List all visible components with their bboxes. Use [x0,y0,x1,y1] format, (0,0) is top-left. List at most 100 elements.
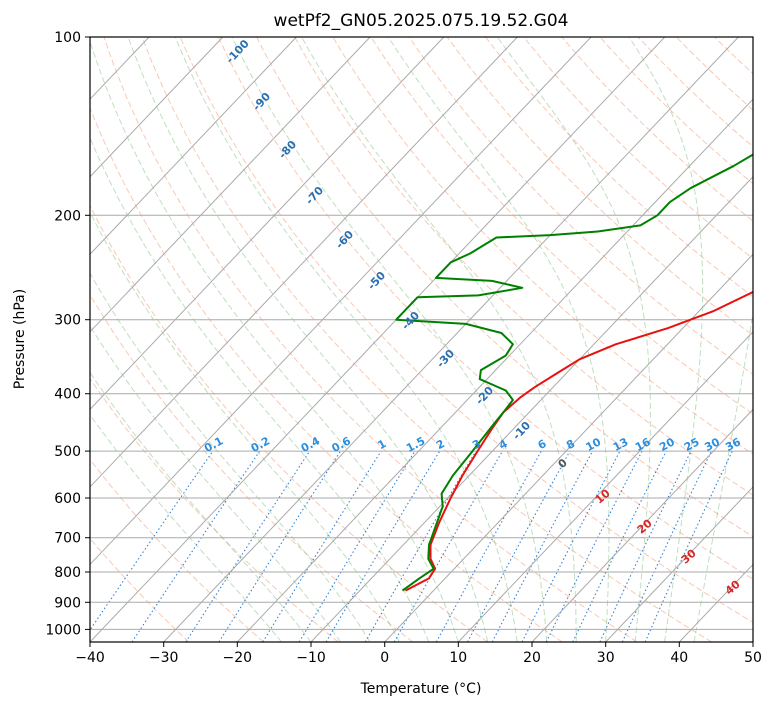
y-tick-label: 300 [54,313,81,329]
y-tick-label: 600 [54,491,81,507]
x-tick-label: 10 [449,650,467,666]
dry-adiabat [103,37,638,642]
dry-adiabat [90,537,190,642]
x-tick-label: 50 [744,650,762,666]
mixing-ratio-line [262,450,382,642]
temperature-profile-line [405,290,753,592]
mixing-ratio-line [218,450,341,642]
chart-title: wetPf2_GN05.2025.075.19.52.G04 [274,11,569,31]
y-tick-label: 500 [54,444,81,460]
dry-adiabat [256,37,753,538]
isotherm-line [90,37,518,488]
x-tick-label: −30 [149,650,179,666]
mixing-ratio-label: 25 [682,435,702,454]
isotherm-line [163,37,739,642]
moist-adiabat [90,39,459,642]
moist-adiabat-label: 30 [679,546,699,566]
dry-adiabat [90,106,563,642]
moist-adiabat [90,371,312,642]
y-tick-label: 700 [54,531,81,547]
x-tick-label: −10 [296,650,326,666]
axes: −40 −30 −20 −10 0 10 20 30 40 5010020030040050060… [45,30,762,666]
x-axis-label: Temperature (°C) [360,681,482,697]
dry-adiabat [408,37,753,375]
mixing-ratio-label: 0.2 [249,434,272,455]
isotherm-label: -50 [365,269,388,293]
y-axis-label: Pressure (hPa) [12,289,28,389]
moist-adiabat [231,37,548,642]
isotherm-line [90,37,297,256]
moist-adiabat [90,272,371,642]
mixing-ratio-line [364,450,477,642]
mixing-ratio-label: 1.5 [404,434,427,455]
dry-adiabat [294,37,753,496]
dry-adiabat [637,37,753,148]
isotherm-label: -30 [434,347,457,371]
isotherm-line [90,37,371,333]
moist-adiabat [693,309,753,642]
mixing-ratio-line [621,450,712,642]
mixing-ratio-label: 6 [536,437,549,452]
mixing-ratio-line [131,450,261,642]
isotherm-line [236,98,753,642]
dry-adiabat [599,37,753,185]
mixing-ratio-line [298,450,416,642]
dry-adiabat [332,37,753,455]
mixing-ratio-line [467,450,571,642]
mixing-ratio-line [572,450,667,642]
mixing-ratio-label: 13 [611,435,631,454]
isotherm-line [752,641,753,642]
mixing-ratio-label: 0.4 [299,434,323,455]
mixing-ratio-label: 1 [376,437,389,452]
x-tick-label: 20 [523,650,541,666]
mixing-ratio-label: 30 [702,435,722,454]
isotherm-label: -10 [510,419,533,443]
y-tick-label: 1000 [45,622,81,638]
isotherm-label: -60 [333,228,356,252]
isotherm-label: -20 [473,384,496,408]
moist-adiabat [90,211,400,642]
x-tick-label: −20 [223,650,253,666]
mixing-ratio-label: 16 [633,435,653,454]
moist-adiabat-label: 40 [723,577,743,597]
x-tick-label: 0 [380,650,389,666]
dry-adiabat [752,37,753,39]
isotherm-line [384,253,753,642]
moist-adiabat [174,37,518,642]
mixing-ratio-label: 0.6 [330,434,354,455]
plot-frame [89,36,754,643]
dry-adiabat [90,458,264,642]
dry-adiabat [141,37,712,642]
mixing-ratio-line [393,450,503,642]
mixing-ratio-label: 20 [657,435,677,454]
isotherm-label: -90 [250,90,273,114]
isotherm-line [90,37,224,178]
isotherm-label: -80 [276,138,299,162]
x-tick-label: 30 [597,650,615,666]
x-tick-label: 40 [670,650,688,666]
y-tick-label: 800 [54,565,81,581]
moist-adiabat-label: 0 [556,456,570,471]
series-layer [395,153,753,592]
mixing-ratio-label: 10 [584,435,604,454]
mixing-ratio-line [90,450,214,631]
isotherm-line [310,176,753,642]
moist-adiabat [301,37,577,642]
isotherm-line [90,37,666,642]
isotherm-line [531,408,753,642]
dry-adiabat [90,293,414,642]
moist-adiabat-label: 10 [593,486,613,506]
mixing-ratio-line [545,450,643,642]
mixing-ratio-line [435,450,542,642]
moist-adiabat [90,136,430,642]
x-tick-label: −40 [75,650,105,666]
dry-adiabat [523,37,753,260]
dewpoint-profile-line [395,153,753,592]
dry-adiabat [714,37,753,75]
moist-adiabat [628,37,704,642]
y-tick-label: 100 [54,30,81,46]
mixing-ratio-line [185,450,311,642]
mixing-ratio-label: 4 [497,437,510,452]
isotherm-line [605,486,753,642]
moist-adiabat [90,324,341,642]
